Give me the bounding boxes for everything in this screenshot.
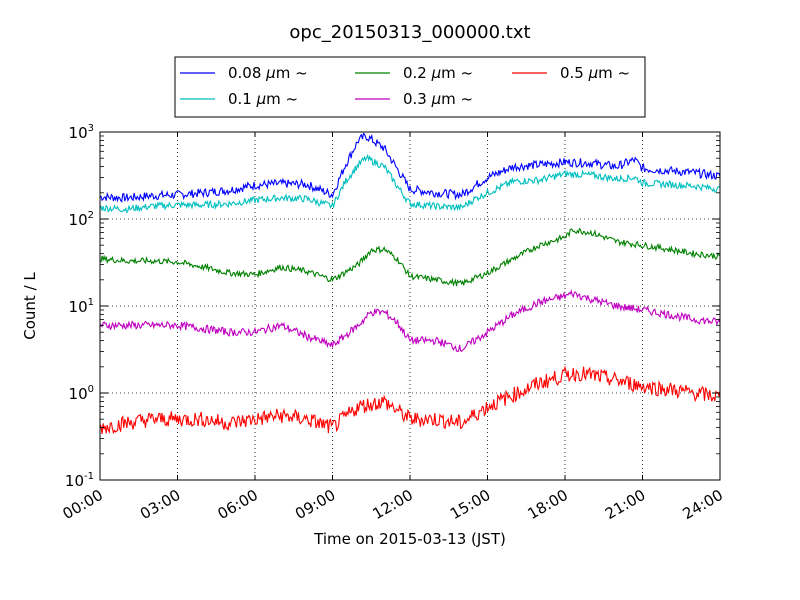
legend: 0.08 μm ~ 0.1 μm ~ 0.2 μm ~ 0.3 μm ~ 0.5 μm … (174, 56, 646, 118)
x-tick-label: 06:00 (215, 486, 261, 523)
x-tick-label: 12:00 (370, 486, 416, 523)
series-line (99, 227, 721, 287)
y-tick-label: 102 (69, 210, 94, 229)
series-line (99, 289, 721, 352)
x-tick-label: 00:00 (60, 486, 106, 523)
legend-label: 0.1 μm ~ (228, 90, 298, 108)
y-tick-label: 100 (69, 384, 94, 403)
x-tick-label: 18:00 (525, 486, 571, 523)
y-tick-label: 103 (69, 123, 94, 142)
legend-label: 0.08 μm ~ (228, 64, 308, 82)
x-axis-label: Time on 2015-03-13 (JST) (313, 530, 506, 548)
legend-box (174, 56, 646, 118)
legend-label: 0.5 μm ~ (560, 64, 630, 82)
x-tick-label: 09:00 (292, 486, 338, 523)
series-lines (99, 132, 721, 435)
series-line (99, 132, 721, 203)
chart-title: opc_20150313_000000.txt (289, 22, 530, 43)
x-tick-label: 24:00 (680, 486, 726, 523)
x-tick-label: 03:00 (137, 486, 183, 523)
series-line (99, 365, 721, 435)
legend-label: 0.3 μm ~ (403, 90, 473, 108)
x-axis: 00:00 03:00 06:00 09:00 12:00 15:00 18:00 21:00… (60, 132, 726, 523)
y-axis-label: Count / L (21, 272, 39, 340)
y-tick-label: 101 (69, 297, 94, 316)
y-tick-label: 10-1 (65, 471, 94, 490)
x-tick-label: 15:00 (447, 486, 493, 523)
series-line (99, 153, 721, 214)
x-tick-label: 21:00 (602, 486, 648, 523)
y-axis: 10-1 100 101 102 103 (65, 123, 720, 490)
legend-label: 0.2 μm ~ (403, 64, 473, 82)
